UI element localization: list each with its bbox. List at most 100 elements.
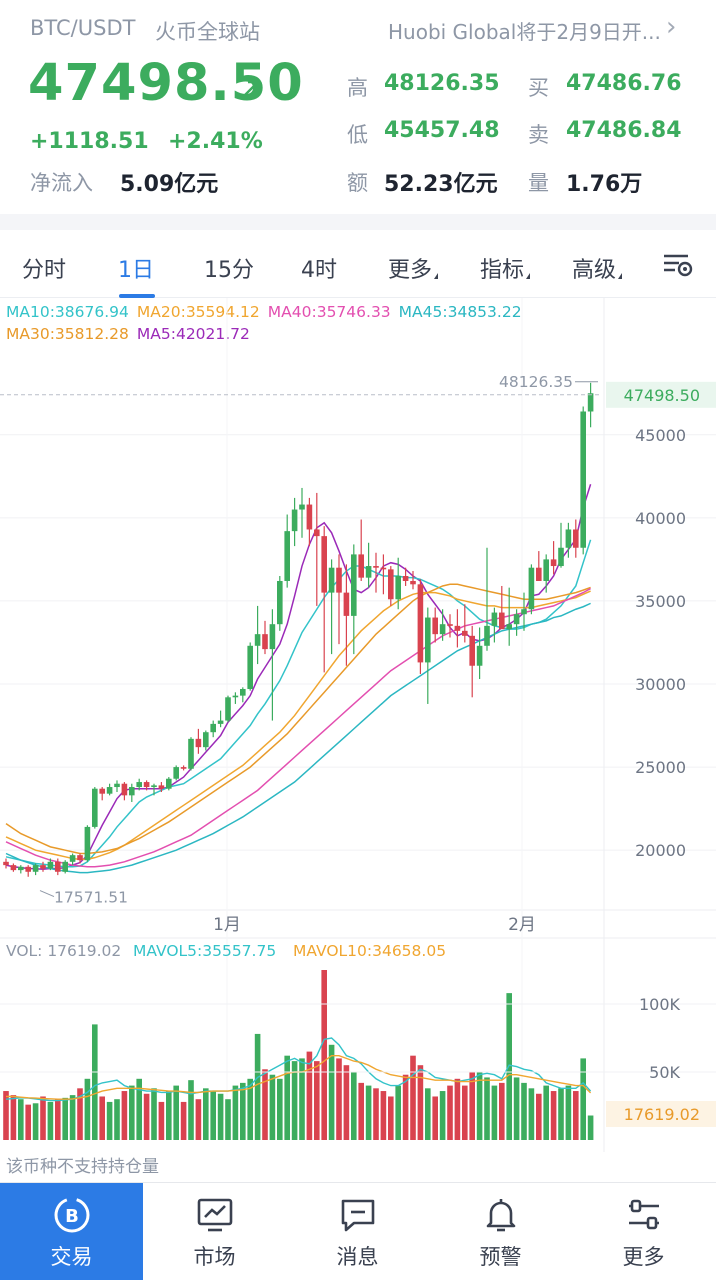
candle-down: [402, 576, 409, 581]
volume-bar-up: [277, 1078, 283, 1140]
candle-down: [314, 529, 320, 537]
nav-alert[interactable]: 预警: [429, 1183, 572, 1280]
volume-bar-down: [10, 1095, 17, 1140]
volume-bar-up: [217, 1093, 224, 1140]
volume-bar-up: [92, 1024, 98, 1140]
candle-down: [432, 617, 438, 635]
candle-down: [417, 584, 424, 663]
volume-bar-up: [232, 1085, 239, 1140]
candle-down: [536, 567, 542, 581]
date-label-feb: 2月: [508, 915, 536, 935]
candle-up: [247, 645, 253, 689]
candle-down: [180, 767, 187, 769]
candle-down: [3, 861, 9, 866]
candle-up: [225, 697, 231, 721]
candle-up: [114, 783, 120, 788]
volume-bar-down: [314, 1061, 320, 1140]
chevron-right-icon[interactable]: ›: [666, 12, 677, 42]
price-tick-label: 25000: [635, 758, 686, 777]
nav-more-label: 更多: [622, 1245, 665, 1269]
volume-bar-down: [121, 1091, 128, 1140]
nav-trade[interactable]: B 交易: [0, 1183, 143, 1280]
active-tab-underline: [119, 294, 155, 298]
volume-bar-up: [106, 1101, 113, 1140]
volume-bar-up: [151, 1088, 157, 1140]
dropdown-triangle-icon: [618, 273, 623, 279]
volume-bar-down: [55, 1099, 61, 1140]
nav-news[interactable]: 消息: [286, 1183, 429, 1280]
candle-down: [454, 625, 461, 631]
message-icon: [338, 1195, 378, 1235]
volume-bar-down: [380, 1091, 387, 1140]
candle-up: [291, 509, 298, 532]
ma5-legend: MA5:42021.72: [136, 325, 250, 343]
net-inflow-value: 5.09亿元: [120, 172, 219, 197]
mavol5-legend: MAVOL5:35557.75: [133, 942, 276, 960]
volume-bar-up: [166, 1091, 172, 1140]
buy-value: 47486.76: [566, 71, 682, 96]
candle-down: [40, 865, 46, 869]
high-value: 48126.35: [384, 71, 500, 96]
candle-up: [580, 411, 586, 548]
nav-more[interactable]: 更多: [572, 1183, 715, 1280]
tab-4h[interactable]: 4时: [301, 258, 337, 283]
price-markers: 48126.35 47498.50 17571.51: [0, 373, 716, 907]
candle-up: [425, 617, 431, 663]
nav-trade-label: 交易: [50, 1245, 93, 1269]
candle-up: [365, 566, 372, 578]
candle-up: [18, 866, 24, 871]
volume-bar-down: [454, 1078, 461, 1140]
volume-value: 1.76万: [566, 172, 643, 197]
bottom-nav: B 交易 市场 消息: [0, 1182, 716, 1280]
tab-15m[interactable]: 15分: [204, 258, 254, 283]
candle-down: [380, 567, 387, 570]
ticker-header: BTC/USDT 火币全球站 Huobi Global将于2月9日开... › …: [0, 0, 716, 214]
volume-label: 量: [528, 171, 549, 195]
volume-bar-up: [18, 1099, 24, 1140]
price-change-percent: +2.41%: [168, 129, 263, 154]
volume-bar-up: [365, 1085, 372, 1140]
high-label: 高: [347, 76, 368, 100]
period-tabs: 分时 1日 15分 4时 更多 指标 高级: [0, 230, 716, 298]
tab-indicator[interactable]: 指标: [480, 252, 531, 284]
candle-down: [262, 634, 268, 650]
volume-bar-up: [476, 1072, 483, 1140]
low-value: 45457.48: [384, 118, 500, 143]
candle-up: [528, 567, 535, 610]
volume-bar-up: [513, 1077, 520, 1140]
volume-bar-down: [158, 1101, 165, 1140]
price-tick-label: 45000: [635, 426, 686, 445]
candle-up: [351, 554, 357, 616]
ma30-line: [5, 583, 591, 855]
candle-up: [587, 393, 594, 412]
volume-bar-down: [77, 1088, 83, 1140]
volume-bar-down: [306, 1051, 313, 1140]
candle-down: [99, 788, 105, 794]
volume-bar-up: [269, 1074, 276, 1140]
candle-up: [32, 865, 39, 872]
exchange-site: 火币全球站: [155, 20, 260, 44]
tab-advanced[interactable]: 高级: [572, 252, 623, 284]
candle-up: [439, 624, 446, 635]
volume-bar-down: [499, 1082, 505, 1140]
tab-more[interactable]: 更多: [388, 252, 439, 284]
volume-bar-up: [114, 1099, 120, 1140]
volume-bar-up: [395, 1085, 401, 1140]
tab-timeshare[interactable]: 分时: [22, 258, 67, 283]
ma-legend-row-2: MA30:35812.28 MA5:42021.72: [6, 325, 258, 343]
tab-more-label: 更多: [388, 258, 433, 283]
candle-down: [321, 536, 327, 593]
chart-settings-icon[interactable]: [662, 250, 694, 284]
trading-pair[interactable]: BTC/USDT: [30, 16, 136, 40]
candle-up: [129, 787, 135, 796]
nav-market[interactable]: 市场: [143, 1183, 286, 1280]
announcement-text[interactable]: Huobi Global将于2月9日开...: [388, 20, 661, 44]
last-volume-badge-text: 17619.02: [624, 1105, 700, 1124]
open-interest-note: 该币种不支持持仓量: [6, 1157, 159, 1177]
price-tick-label: 20000: [635, 841, 686, 860]
candle-down: [195, 738, 202, 748]
candle-down: [55, 861, 61, 872]
tab-1d[interactable]: 1日: [118, 258, 154, 283]
volume-bar-down: [373, 1088, 379, 1140]
